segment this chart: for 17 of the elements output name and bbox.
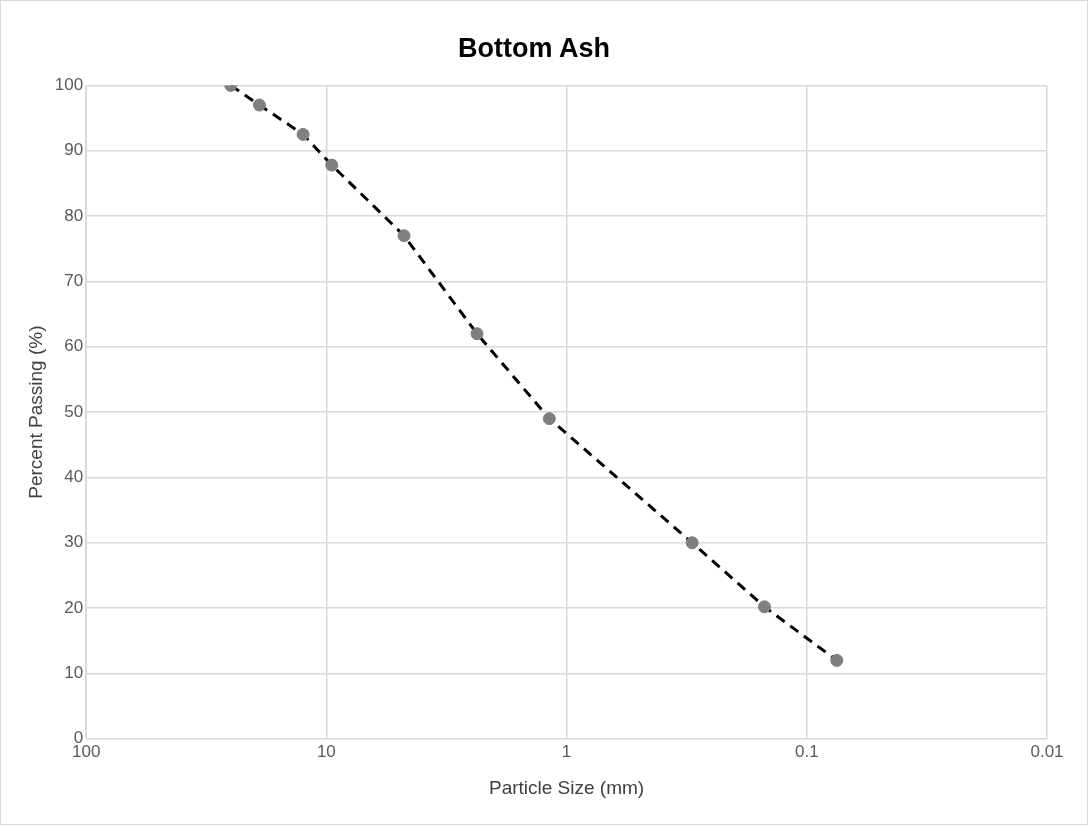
- y-tick-label: 80: [64, 205, 84, 225]
- y-tick-label: 30: [64, 532, 84, 552]
- x-axis-title: Particle Size (mm): [488, 776, 645, 798]
- y-tick-label: 50: [64, 401, 84, 421]
- x-tick-label: 0.01: [1030, 741, 1064, 761]
- y-tick-label: 70: [64, 271, 84, 291]
- y-tick-label: 100: [54, 75, 84, 95]
- y-tick-label: 10: [64, 663, 84, 683]
- y-tick-label: 90: [64, 140, 84, 160]
- y-tick-label: 60: [64, 336, 84, 356]
- y-axis-title: Percent Passing (%): [24, 325, 46, 499]
- x-tick-label: 10: [316, 741, 336, 761]
- y-tick-label: 20: [64, 597, 84, 617]
- x-tick-label: 1: [561, 741, 572, 761]
- x-tick-label: 0.1: [794, 741, 819, 761]
- chart-title: Bottom Ash: [458, 32, 610, 63]
- y-tick-label: 40: [64, 467, 84, 487]
